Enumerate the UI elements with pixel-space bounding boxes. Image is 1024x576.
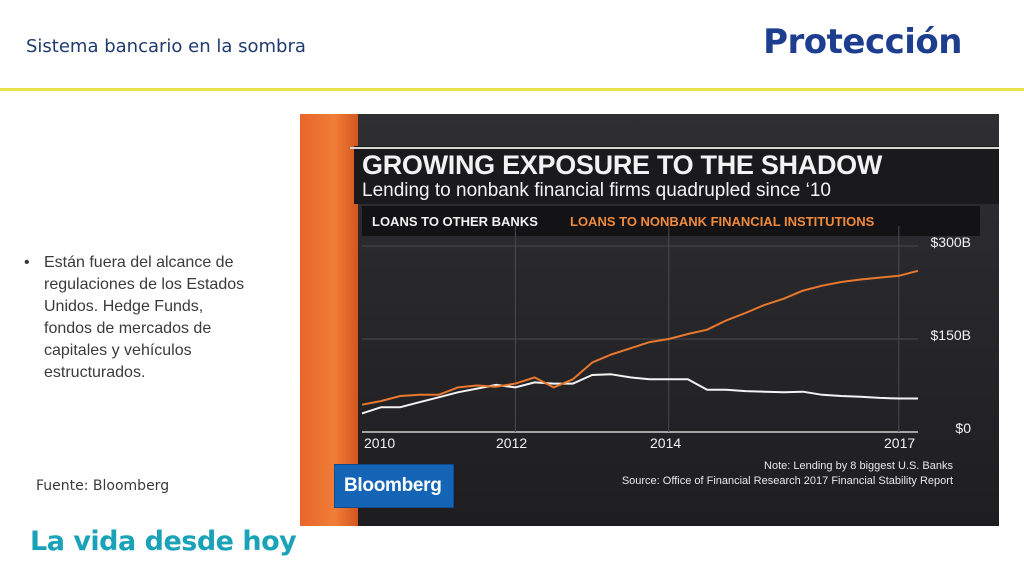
- header-rule: [0, 88, 1024, 91]
- x-tick-2012: 2012: [496, 435, 528, 451]
- orange-edge: [300, 114, 358, 526]
- y-tick-150: $150B: [930, 327, 971, 343]
- bullet-text: Están fuera del alcance de regulaciones …: [44, 254, 245, 381]
- chart-image: GROWING EXPOSURE TO THE SHADOW Lending t…: [300, 114, 999, 526]
- bullet-marker: •: [24, 254, 30, 271]
- chart-title: GROWING EXPOSURE TO THE SHADOW: [362, 150, 883, 180]
- bloomberg-logo: [334, 464, 454, 508]
- y-tick-0: $0: [955, 420, 971, 436]
- source-note: Fuente: Bloomberg: [36, 478, 170, 494]
- plot-area: [361, 226, 919, 433]
- brand-logo: Protección: [763, 22, 962, 62]
- headline-rule: [350, 147, 999, 149]
- chart-subtitle: Lending to nonbank financial firms quadr…: [362, 180, 831, 201]
- series-line-nonbank: [361, 269, 919, 406]
- y-tick-300: $300B: [930, 234, 971, 250]
- x-tick-2010: 2010: [364, 435, 396, 451]
- legend-bar: [362, 206, 980, 236]
- slide-title: Sistema bancario en la sombra: [26, 36, 306, 57]
- chart-source: Source: Office of Financial Research 201…: [621, 475, 953, 487]
- tagline: La vida desde hoy: [30, 526, 297, 557]
- legend-other-banks: LOANS TO OTHER BANKS: [372, 214, 538, 229]
- x-tick-2017: 2017: [884, 435, 916, 451]
- x-tick-2014: 2014: [650, 435, 682, 451]
- bullet-list: • Están fuera del alcance de regulacione…: [24, 252, 254, 384]
- bloomberg-logo-text: Bloomberg: [344, 475, 442, 496]
- headline-box: [354, 146, 999, 204]
- series-line-other-banks: [361, 373, 918, 415]
- legend-nonbank: LOANS TO NONBANK FINANCIAL INSTITUTIONS: [570, 214, 875, 229]
- chart-note: Note: Lending by 8 biggest U.S. Banks: [764, 460, 953, 472]
